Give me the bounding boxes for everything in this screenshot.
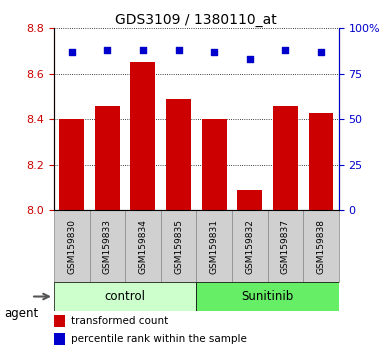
Text: GSM159834: GSM159834 [139, 219, 147, 274]
Text: GSM159835: GSM159835 [174, 219, 183, 274]
Point [247, 56, 253, 62]
Text: percentile rank within the sample: percentile rank within the sample [71, 334, 247, 344]
Point [211, 49, 217, 55]
Point [176, 47, 182, 53]
Text: agent: agent [4, 307, 38, 320]
Bar [273, 106, 298, 210]
Bar [54, 333, 65, 345]
Text: GSM159837: GSM159837 [281, 219, 290, 274]
Point [282, 47, 288, 53]
Text: control: control [105, 290, 146, 303]
FancyBboxPatch shape [54, 282, 196, 311]
Bar [237, 190, 262, 210]
Bar [59, 119, 84, 210]
Text: GSM159832: GSM159832 [245, 219, 254, 274]
Text: GSM159830: GSM159830 [67, 219, 76, 274]
FancyBboxPatch shape [303, 210, 339, 282]
Bar [131, 62, 156, 210]
Bar [166, 99, 191, 210]
FancyBboxPatch shape [196, 282, 339, 311]
Bar [95, 106, 120, 210]
FancyBboxPatch shape [196, 210, 232, 282]
Bar [54, 315, 65, 327]
Point [104, 47, 110, 53]
FancyBboxPatch shape [161, 210, 196, 282]
Text: GSM159833: GSM159833 [103, 219, 112, 274]
FancyBboxPatch shape [268, 210, 303, 282]
FancyBboxPatch shape [232, 210, 268, 282]
Text: transformed count: transformed count [71, 316, 168, 326]
FancyBboxPatch shape [90, 210, 125, 282]
Text: Sunitinib: Sunitinib [241, 290, 294, 303]
Point [69, 49, 75, 55]
FancyBboxPatch shape [54, 210, 90, 282]
Text: GSM159831: GSM159831 [210, 219, 219, 274]
Title: GDS3109 / 1380110_at: GDS3109 / 1380110_at [116, 13, 277, 27]
Text: GSM159838: GSM159838 [316, 219, 325, 274]
FancyBboxPatch shape [125, 210, 161, 282]
Bar [202, 119, 227, 210]
Point [318, 49, 324, 55]
Point [140, 47, 146, 53]
Bar [308, 113, 333, 210]
